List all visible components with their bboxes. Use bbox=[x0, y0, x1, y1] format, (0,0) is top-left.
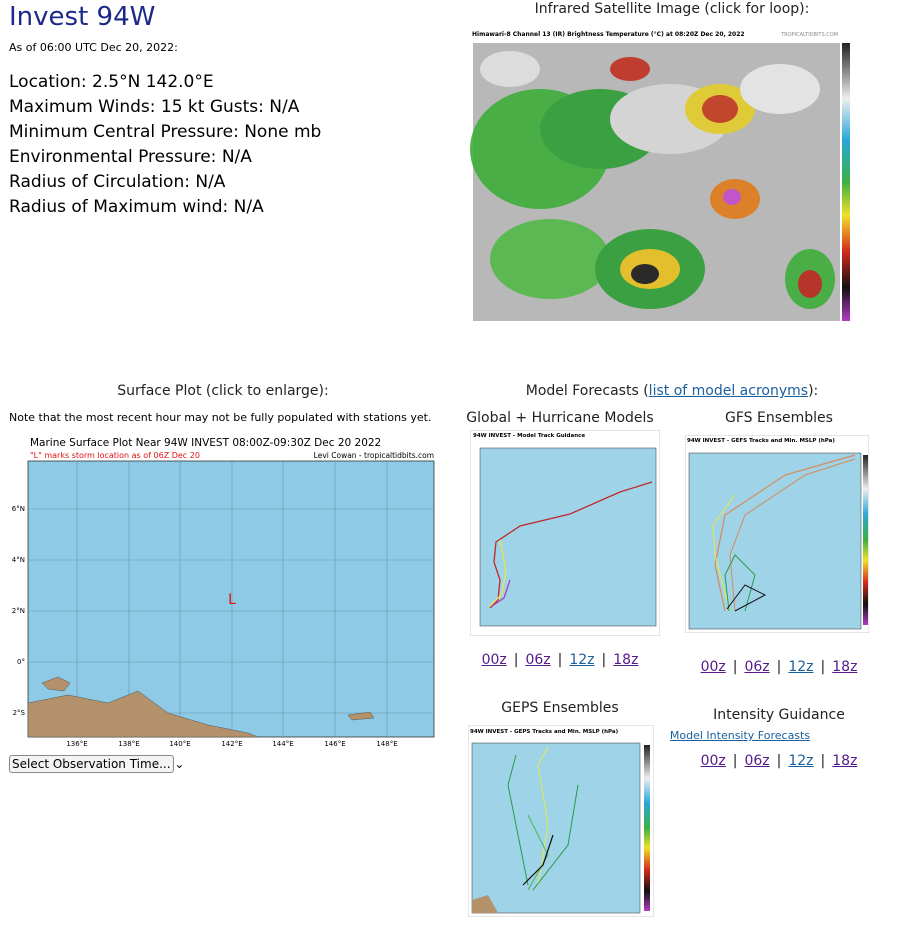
run-link[interactable]: 12z bbox=[788, 753, 814, 769]
select-text: Select Observation Time... bbox=[12, 757, 171, 771]
global-runs: 00z | 06z | 12z | 18z bbox=[482, 652, 639, 668]
separator: | bbox=[601, 652, 607, 668]
run-link[interactable]: 00z bbox=[700, 659, 726, 675]
lon-label: 140°E bbox=[169, 740, 190, 748]
page-title: Invest 94W bbox=[9, 2, 156, 32]
acronyms-link[interactable]: list of model acronyms bbox=[648, 383, 809, 399]
info-line: Radius of Circulation: N/A bbox=[9, 172, 226, 192]
surface-plot[interactable]: Marine Surface Plot Near 94W INVEST 08:0… bbox=[8, 433, 436, 751]
lat-label: 4°N bbox=[12, 556, 25, 564]
global-title: Global + Hurricane Models bbox=[466, 410, 654, 426]
lon-label: 148°E bbox=[376, 740, 397, 748]
observation-select[interactable]: Select Observation Time... ⌄ bbox=[9, 755, 184, 773]
image-title: 94W INVEST - Model Track Guidance bbox=[473, 433, 585, 439]
intensity-link[interactable]: Model Intensity Forecasts bbox=[669, 729, 811, 742]
lon-label: 142°E bbox=[221, 740, 242, 748]
run-link[interactable]: 12z bbox=[569, 652, 595, 668]
run-link[interactable]: 06z bbox=[744, 659, 770, 675]
storm-marker: L bbox=[228, 592, 236, 608]
run-link[interactable]: 18z bbox=[832, 659, 858, 675]
lat-label: 2°N bbox=[12, 607, 25, 615]
run-link[interactable]: 00z bbox=[481, 652, 507, 668]
run-link[interactable]: 12z bbox=[788, 659, 814, 675]
surface-heading: Surface Plot (click to enlarge): bbox=[117, 383, 329, 399]
lat-label: 2°S bbox=[13, 709, 26, 717]
run-link[interactable]: 06z bbox=[744, 753, 770, 769]
geps-title: GEPS Ensembles bbox=[501, 700, 619, 716]
separator: | bbox=[776, 659, 782, 675]
run-link[interactable]: 18z bbox=[832, 753, 858, 769]
geps-ensembles-image[interactable]: 94W INVEST - GEPS Tracks and Min. MSLP (… bbox=[468, 725, 654, 917]
separator: | bbox=[776, 753, 782, 769]
heading-text: Model Forecasts ( bbox=[525, 383, 649, 399]
lon-label: 136°E bbox=[66, 740, 87, 748]
surface-credit: Levi Cowan - tropicaltidbits.com bbox=[314, 451, 434, 460]
lat-label: 0° bbox=[17, 658, 25, 666]
separator: | bbox=[732, 753, 738, 769]
satellite-heading: Infrared Satellite Image (click for loop… bbox=[534, 1, 810, 17]
run-link[interactable]: 00z bbox=[700, 753, 726, 769]
run-link[interactable]: 06z bbox=[525, 652, 551, 668]
separator: | bbox=[820, 659, 826, 675]
separator: | bbox=[513, 652, 519, 668]
surface-note: Note that the most recent hour may not b… bbox=[9, 411, 432, 424]
watermark: TROPICALTIDBITS.COM bbox=[780, 32, 838, 38]
image-title: 94W INVEST - GEPS Tracks and Min. MSLP (… bbox=[470, 729, 619, 735]
separator: | bbox=[820, 753, 826, 769]
as-of: As of 06:00 UTC Dec 20, 2022: bbox=[9, 41, 178, 54]
lat-label: 6°N bbox=[12, 505, 25, 513]
global-models-image[interactable]: 94W INVEST - Model Track Guidance bbox=[470, 430, 660, 636]
surface-image-subtitle: "L" marks storm location as of 06Z Dec 2… bbox=[30, 451, 200, 460]
separator: | bbox=[557, 652, 563, 668]
info-line: Location: 2.5°N 142.0°E bbox=[9, 72, 214, 92]
gfs-title: GFS Ensembles bbox=[725, 410, 833, 426]
info-line: Maximum Winds: 15 kt Gusts: N/A bbox=[9, 97, 300, 117]
models-heading: Model Forecasts (list of model acronyms)… bbox=[526, 383, 819, 399]
surface-image-title: Marine Surface Plot Near 94W INVEST 08:0… bbox=[30, 437, 381, 449]
info-line: Environmental Pressure: N/A bbox=[9, 147, 252, 167]
lon-label: 144°E bbox=[272, 740, 293, 748]
heading-text: ): bbox=[808, 383, 819, 399]
intensity-title: Intensity Guidance bbox=[713, 707, 845, 723]
lon-label: 138°E bbox=[118, 740, 139, 748]
gfs-ensembles-image[interactable]: 94W INVEST - GEFS Tracks and Min. MSLP (… bbox=[685, 435, 869, 633]
info-line: Minimum Central Pressure: None mb bbox=[9, 122, 322, 142]
gfs-runs: 00z | 06z | 12z | 18z bbox=[701, 659, 858, 675]
separator: | bbox=[732, 659, 738, 675]
run-link[interactable]: 18z bbox=[613, 652, 639, 668]
satellite-image[interactable]: Himawari-8 Channel 13 (IR) Brightness Te… bbox=[470, 29, 856, 323]
lon-label: 146°E bbox=[324, 740, 345, 748]
info-line: Radius of Maximum wind: N/A bbox=[9, 197, 264, 217]
intensity-runs: 00z | 06z | 12z | 18z bbox=[701, 753, 858, 769]
satellite-image-title: Himawari-8 Channel 13 (IR) Brightness Te… bbox=[472, 31, 745, 38]
image-title: 94W INVEST - GEFS Tracks and Min. MSLP (… bbox=[687, 438, 835, 444]
